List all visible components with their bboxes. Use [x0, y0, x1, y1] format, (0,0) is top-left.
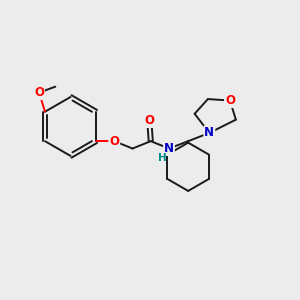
Text: O: O — [144, 114, 154, 127]
Text: H: H — [158, 153, 167, 163]
Text: N: N — [164, 142, 174, 155]
Text: O: O — [109, 135, 119, 148]
Text: N: N — [204, 126, 214, 140]
Text: O: O — [225, 94, 235, 107]
Text: O: O — [34, 86, 44, 99]
